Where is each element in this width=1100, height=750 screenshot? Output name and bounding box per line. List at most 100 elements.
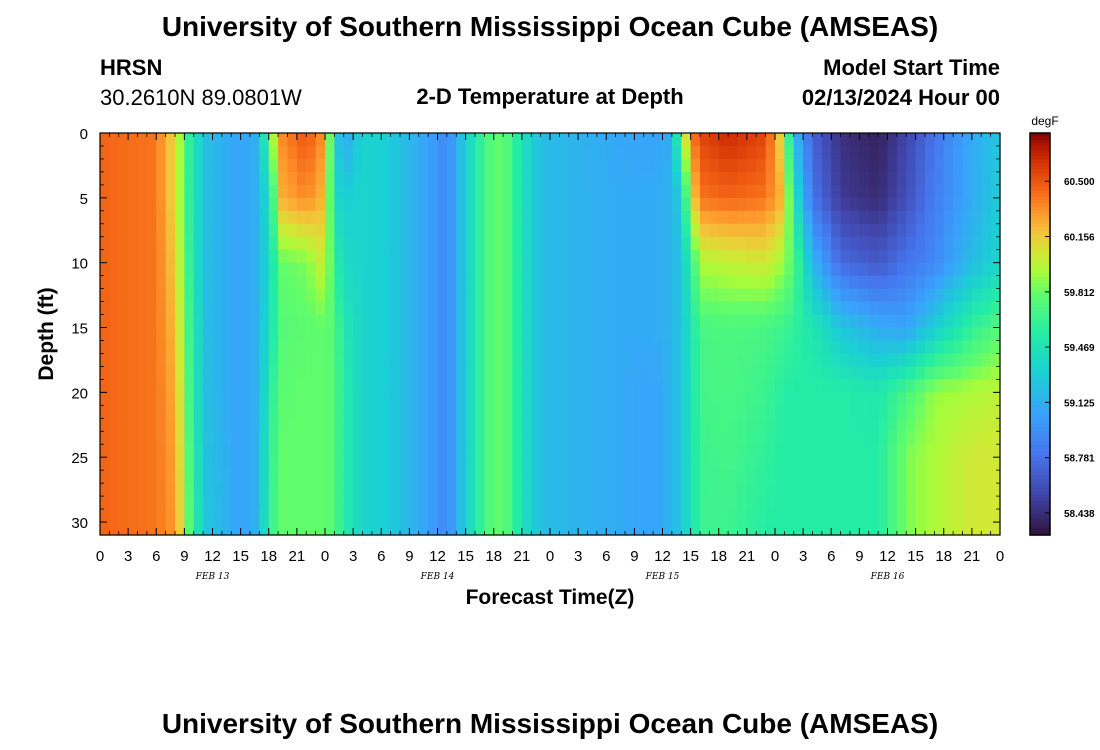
- heatmap-cell: [531, 236, 542, 251]
- heatmap-cell: [240, 483, 251, 497]
- colorbar-swatch: [1030, 514, 1050, 519]
- heatmap-cell: [812, 133, 823, 147]
- heatmap-cell: [418, 522, 429, 536]
- heatmap-cell: [259, 522, 270, 536]
- heatmap-cell: [878, 171, 889, 186]
- heatmap-cell: [746, 457, 757, 471]
- heatmap-cell: [700, 197, 710, 212]
- heatmap-cell: [962, 522, 973, 536]
- heatmap-cell: [859, 197, 870, 212]
- heatmap-cell: [681, 392, 692, 406]
- heatmap-cell: [915, 379, 926, 393]
- heatmap-cell: [878, 133, 889, 147]
- heatmap-cell: [812, 223, 823, 238]
- heatmap-cell: [203, 171, 214, 186]
- heatmap-cell: [146, 353, 157, 368]
- heatmap-cell: [296, 171, 307, 186]
- heatmap-cell: [371, 366, 382, 380]
- heatmap-cell: [306, 431, 317, 445]
- heatmap-cell: [259, 249, 270, 264]
- heatmap-cell: [175, 522, 185, 536]
- heatmap-cell: [165, 314, 176, 329]
- heatmap-cell: [456, 133, 467, 147]
- heatmap-cell: [475, 470, 485, 484]
- heatmap-cell: [165, 249, 176, 264]
- colorbar-swatch: [1030, 387, 1050, 392]
- heatmap-cell: [437, 392, 448, 406]
- heatmap-cell: [400, 392, 410, 406]
- heatmap-cell: [728, 301, 739, 316]
- heatmap-cell: [653, 133, 664, 147]
- heatmap-cell: [596, 483, 607, 497]
- heatmap-cell: [784, 223, 795, 238]
- heatmap-cell: [175, 262, 185, 277]
- heatmap-cell: [840, 353, 851, 368]
- colorbar-swatch: [1030, 528, 1050, 533]
- heatmap-cell: [193, 210, 204, 225]
- heatmap-cell: [671, 301, 682, 316]
- heatmap-cell: [203, 249, 214, 264]
- heatmap-cell: [700, 457, 710, 471]
- heatmap-cell: [596, 301, 607, 316]
- heatmap-cell: [456, 366, 467, 380]
- heatmap-cell: [681, 366, 692, 380]
- heatmap-cell: [840, 197, 851, 212]
- heatmap-cell: [793, 431, 804, 445]
- heatmap-cell: [662, 327, 673, 342]
- heatmap-cell: [137, 223, 148, 238]
- heatmap-cell: [878, 366, 889, 380]
- heatmap-cell: [653, 496, 664, 510]
- heatmap-cell: [268, 353, 279, 368]
- heatmap-cell: [896, 327, 907, 342]
- heatmap-cell: [728, 262, 739, 277]
- heatmap-cell: [981, 133, 992, 147]
- heatmap-cell: [831, 457, 842, 471]
- heatmap-cell: [118, 444, 129, 458]
- heatmap-cell: [662, 483, 673, 497]
- heatmap-cell: [456, 327, 467, 342]
- heatmap-cell: [568, 145, 579, 160]
- heatmap-cell: [859, 353, 870, 368]
- heatmap-cell: [325, 210, 335, 225]
- heatmap-cell: [568, 522, 579, 536]
- heatmap-cell: [315, 366, 326, 380]
- heatmap-cell: [137, 418, 148, 432]
- heatmap-cell: [306, 470, 317, 484]
- heatmap-cell: [981, 288, 992, 303]
- heatmap-cell: [737, 392, 748, 406]
- heatmap-cell: [962, 418, 973, 432]
- heatmap-cell: [381, 275, 392, 290]
- heatmap-cell: [821, 301, 832, 316]
- heatmap-cell: [831, 353, 842, 368]
- heatmap-cell: [812, 171, 823, 186]
- heatmap-cell: [859, 392, 870, 406]
- heatmap-cell: [625, 314, 635, 329]
- heatmap-cell: [418, 145, 429, 160]
- heatmap-cell: [718, 470, 729, 484]
- heatmap-cell: [681, 249, 692, 264]
- heatmap-cell: [259, 340, 270, 355]
- heatmap-cell: [240, 431, 251, 445]
- colorbar-swatch: [1030, 360, 1050, 365]
- heatmap-cell: [184, 184, 195, 199]
- heatmap-cell: [231, 171, 242, 186]
- heatmap-cell: [250, 288, 260, 303]
- heatmap-cell: [653, 236, 664, 251]
- heatmap-cell: [700, 379, 710, 393]
- heatmap-cell: [578, 210, 589, 225]
- heatmap-cell: [334, 301, 345, 316]
- heatmap-cell: [681, 210, 692, 225]
- heatmap-cell: [146, 171, 157, 186]
- heatmap-cell: [690, 496, 701, 510]
- heatmap-cell: [315, 457, 326, 471]
- heatmap-cell: [953, 262, 964, 277]
- heatmap-cell: [596, 314, 607, 329]
- heatmap-cell: [353, 158, 364, 173]
- heatmap-cell: [371, 418, 382, 432]
- colorbar-swatch: [1030, 243, 1050, 248]
- heatmap-cell: [596, 392, 607, 406]
- heatmap-cell: [775, 171, 785, 186]
- heatmap-cell: [493, 210, 504, 225]
- heatmap-cell: [709, 171, 720, 186]
- heatmap-cell: [343, 275, 354, 290]
